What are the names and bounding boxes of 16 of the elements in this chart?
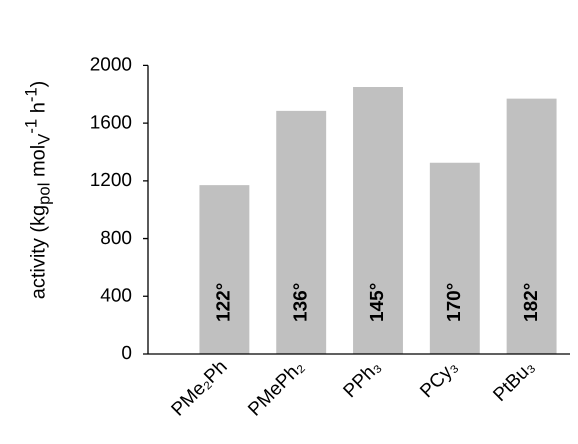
bar [506, 98, 557, 354]
y-tick-label: 400 [100, 286, 132, 307]
annotation: 145° [367, 282, 388, 322]
y-tick-label: 2000 [90, 54, 132, 76]
bar [353, 87, 403, 354]
bar [430, 162, 480, 354]
y-tick-label: 800 [100, 228, 132, 249]
y-tick-label: 0 [121, 343, 132, 364]
y-tick-label: 1200 [90, 170, 132, 192]
y-tick-label: 1600 [90, 112, 132, 134]
annotation: 136° [290, 282, 312, 322]
annotation: 170° [444, 282, 466, 322]
annotation: 122° [214, 282, 235, 322]
bar [199, 185, 250, 354]
bar [276, 110, 326, 354]
annotation: 182° [520, 282, 542, 322]
